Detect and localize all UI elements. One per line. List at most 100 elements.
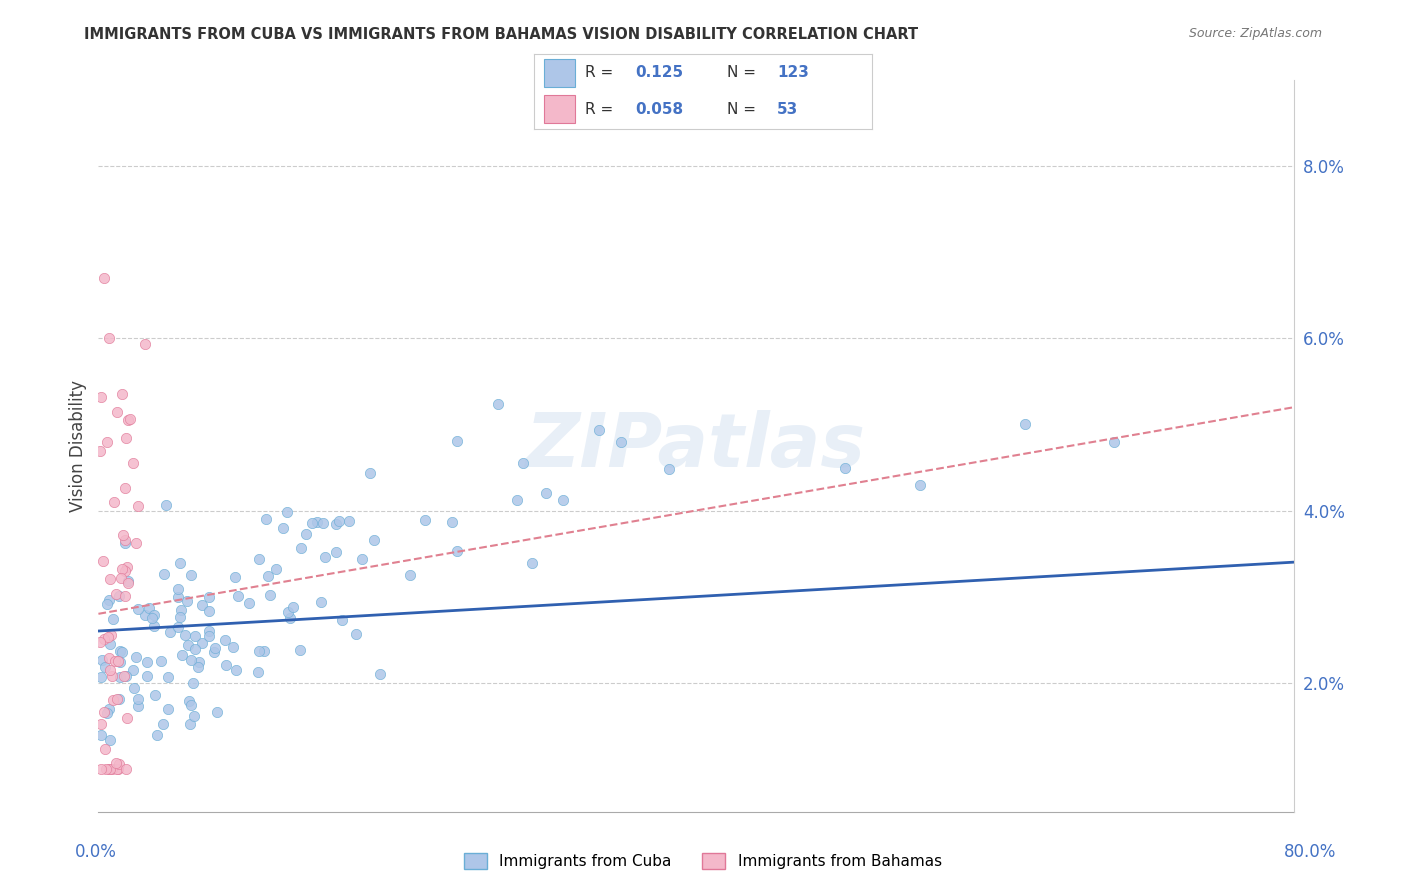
Point — [93, 660, 115, 674]
Text: IMMIGRANTS FROM CUBA VS IMMIGRANTS FROM BAHAMAS VISION DISABILITY CORRELATION CH: IMMIGRANTS FROM CUBA VS IMMIGRANTS FROM … — [84, 27, 918, 42]
Point — [97, 651, 120, 665]
Point — [198, 629, 221, 643]
Point — [413, 513, 436, 527]
Point — [110, 386, 132, 401]
Point — [181, 676, 204, 690]
Point — [103, 693, 125, 707]
Point — [512, 456, 534, 470]
Point — [170, 648, 193, 662]
Point — [111, 528, 134, 542]
Point — [610, 434, 633, 449]
Point — [90, 390, 112, 404]
Point — [276, 505, 298, 519]
Point — [98, 663, 121, 677]
Point — [277, 605, 299, 619]
Point — [446, 544, 468, 558]
Point — [122, 456, 145, 470]
Point — [107, 654, 129, 668]
Point — [98, 572, 121, 586]
Point — [224, 570, 246, 584]
Point — [134, 337, 156, 351]
Point — [179, 716, 201, 731]
Point — [101, 612, 124, 626]
Point — [103, 654, 125, 668]
Point — [114, 564, 136, 578]
Point — [180, 568, 202, 582]
Point — [344, 627, 367, 641]
Text: 0.125: 0.125 — [636, 65, 683, 80]
Point — [271, 521, 294, 535]
Point — [111, 645, 134, 659]
Point — [90, 670, 112, 684]
Point — [588, 423, 610, 437]
Point — [198, 590, 221, 604]
Point — [117, 574, 139, 589]
Point — [93, 705, 115, 719]
Point — [312, 516, 335, 531]
Text: 0.058: 0.058 — [636, 102, 683, 117]
Point — [363, 533, 385, 547]
Point — [90, 762, 112, 776]
Point — [226, 589, 249, 603]
Point — [266, 562, 288, 576]
Point — [124, 681, 146, 695]
Point — [107, 405, 129, 419]
Point — [252, 644, 274, 658]
Point — [134, 607, 156, 622]
Point — [114, 533, 136, 547]
FancyBboxPatch shape — [544, 59, 575, 87]
Point — [143, 688, 166, 702]
Point — [98, 732, 121, 747]
Point — [108, 692, 131, 706]
Point — [330, 613, 353, 627]
Point — [110, 644, 132, 658]
Point — [553, 492, 575, 507]
Point — [107, 757, 129, 772]
Point — [290, 642, 312, 657]
Text: N =: N = — [727, 65, 761, 80]
Point — [536, 485, 558, 500]
Point — [307, 515, 329, 529]
Point — [191, 636, 214, 650]
Point — [337, 514, 360, 528]
Point — [125, 649, 148, 664]
Point — [202, 645, 225, 659]
Point — [97, 331, 120, 345]
Point — [368, 666, 391, 681]
Point — [167, 582, 190, 596]
Text: 53: 53 — [778, 102, 799, 117]
Point — [150, 654, 173, 668]
Point — [259, 588, 281, 602]
Point — [183, 708, 205, 723]
Point — [350, 552, 373, 566]
Point — [93, 554, 115, 568]
Point — [169, 556, 191, 570]
Point — [97, 592, 120, 607]
Point — [187, 659, 209, 673]
Point — [176, 594, 198, 608]
Point — [112, 669, 135, 683]
Text: Source: ZipAtlas.com: Source: ZipAtlas.com — [1188, 27, 1322, 40]
Point — [169, 610, 191, 624]
Point — [110, 562, 132, 576]
Point — [89, 444, 111, 458]
Point — [257, 569, 280, 583]
Point — [198, 624, 221, 638]
Legend: Immigrants from Cuba, Immigrants from Bahamas: Immigrants from Cuba, Immigrants from Ba… — [458, 847, 948, 875]
Point — [107, 762, 129, 776]
Point — [446, 434, 468, 448]
Point — [90, 728, 112, 742]
Point — [180, 698, 202, 712]
Point — [205, 705, 228, 719]
Text: 80.0%: 80.0% — [1284, 843, 1337, 861]
Point — [153, 566, 176, 581]
Point — [110, 572, 132, 586]
Point — [325, 517, 347, 532]
Point — [138, 600, 160, 615]
Point — [118, 411, 141, 425]
Point — [115, 669, 138, 683]
Point — [108, 670, 131, 684]
Point — [91, 653, 114, 667]
Point — [108, 590, 131, 604]
Point — [170, 602, 193, 616]
